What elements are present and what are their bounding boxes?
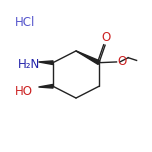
Text: H₂N: H₂N [17,58,40,71]
Polygon shape [38,61,53,64]
Polygon shape [38,85,53,88]
Text: HCl: HCl [15,16,36,29]
Text: O: O [101,31,111,44]
Polygon shape [76,51,100,64]
Text: O: O [117,55,126,68]
Text: HO: HO [15,85,33,98]
